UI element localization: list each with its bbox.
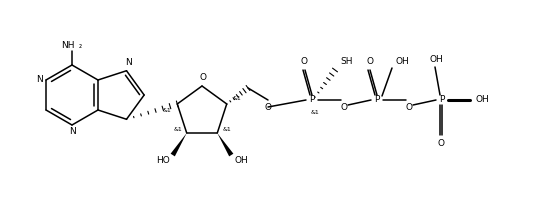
Text: O: O [340, 103, 347, 111]
Text: O: O [438, 140, 445, 149]
Text: HO: HO [156, 156, 170, 165]
Text: P: P [309, 95, 315, 104]
Text: ₂: ₂ [78, 41, 82, 50]
Text: NH: NH [61, 41, 75, 50]
Text: N: N [68, 128, 75, 136]
Text: P: P [374, 95, 380, 104]
Polygon shape [217, 133, 234, 156]
Text: OH: OH [429, 54, 443, 63]
Text: O: O [366, 57, 374, 67]
Text: &1: &1 [163, 108, 172, 114]
Text: OH: OH [395, 57, 409, 66]
Text: &1: &1 [223, 126, 232, 131]
Text: N: N [125, 58, 132, 67]
Text: O: O [300, 57, 307, 67]
Polygon shape [171, 133, 187, 156]
Text: OH: OH [235, 156, 248, 165]
Text: OH: OH [475, 95, 489, 104]
Text: SH: SH [341, 57, 353, 67]
Text: O: O [265, 103, 271, 111]
Text: &1: &1 [311, 109, 319, 114]
Text: P: P [439, 95, 445, 104]
Text: O: O [200, 73, 207, 83]
Text: &1: &1 [173, 126, 182, 131]
Text: N: N [36, 76, 43, 84]
Text: O: O [405, 103, 412, 111]
Text: &1: &1 [232, 97, 241, 102]
